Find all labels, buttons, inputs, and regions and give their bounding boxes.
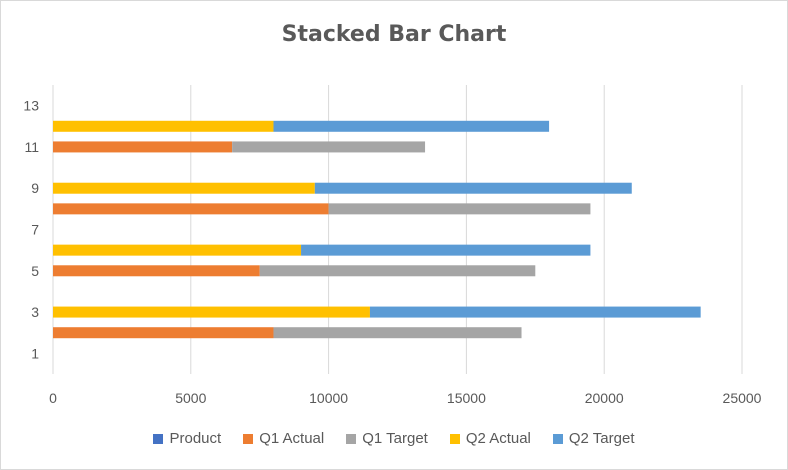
- bar-q2-target-9: [314, 182, 632, 194]
- y-tick-label-11: 11: [24, 139, 39, 155]
- bar-q1-actual-5: [53, 265, 260, 277]
- legend-label: Q1 Target: [362, 430, 428, 447]
- legend-swatch: [153, 433, 164, 444]
- legend-label: Q2 Actual: [465, 430, 531, 447]
- bar-q1-actual-8: [53, 203, 329, 215]
- bar-q2-actual-3: [53, 306, 370, 318]
- y-tick-label-9: 9: [31, 180, 39, 196]
- legend-item-q1-actual: Q1 Actual: [243, 430, 324, 447]
- legend-swatch: [346, 433, 357, 444]
- legend-item-product: Product: [153, 430, 221, 447]
- bar-q1-target-8: [328, 203, 591, 215]
- bar-q2-actual-6: [53, 244, 302, 256]
- y-tick-label-3: 3: [31, 304, 39, 320]
- bar-q2-target-12: [273, 120, 550, 132]
- y-tick-label-1: 1: [31, 345, 39, 361]
- legend-swatch: [243, 433, 254, 444]
- legend-swatch: [449, 433, 460, 444]
- x-tick-label-0: 0: [49, 390, 57, 406]
- legend-item-q1-target: Q1 Target: [346, 430, 428, 447]
- y-tick-label-7: 7: [31, 222, 39, 238]
- y-tick-label-13: 13: [23, 98, 39, 114]
- bar-q1-target-5: [259, 265, 536, 277]
- x-tick-label-20000: 20000: [585, 390, 624, 406]
- x-tick-label-25000: 25000: [723, 390, 762, 406]
- legend-swatch: [552, 433, 563, 444]
- bar-q2-target-3: [369, 306, 701, 318]
- x-tick-label-15000: 15000: [447, 390, 486, 406]
- legend-label: Q2 Target: [568, 430, 635, 447]
- y-tick-label-5: 5: [31, 263, 39, 279]
- legend-label: Q1 Actual: [259, 430, 325, 447]
- bar-q1-actual-11: [53, 141, 233, 153]
- bar-q2-target-6: [301, 244, 591, 256]
- bar-q2-actual-12: [53, 120, 274, 132]
- chart-legend: Product Q1 Actual Q1 Target Q2 Actual Q2 Tar…: [0, 430, 788, 447]
- x-tick-label-10000: 10000: [309, 390, 348, 406]
- x-tick-label-5000: 5000: [175, 390, 206, 406]
- legend-item-q2-actual: Q2 Actual: [449, 430, 531, 447]
- bar-q1-target-11: [232, 141, 426, 153]
- bar-q1-target-2: [273, 327, 522, 339]
- bar-q2-actual-9: [53, 182, 315, 194]
- bar-q1-actual-2: [53, 327, 274, 339]
- legend-item-q2-target: Q2 Target: [552, 430, 635, 447]
- legend-label: Product: [169, 430, 222, 447]
- chart-title: Stacked Bar Chart: [281, 22, 507, 47]
